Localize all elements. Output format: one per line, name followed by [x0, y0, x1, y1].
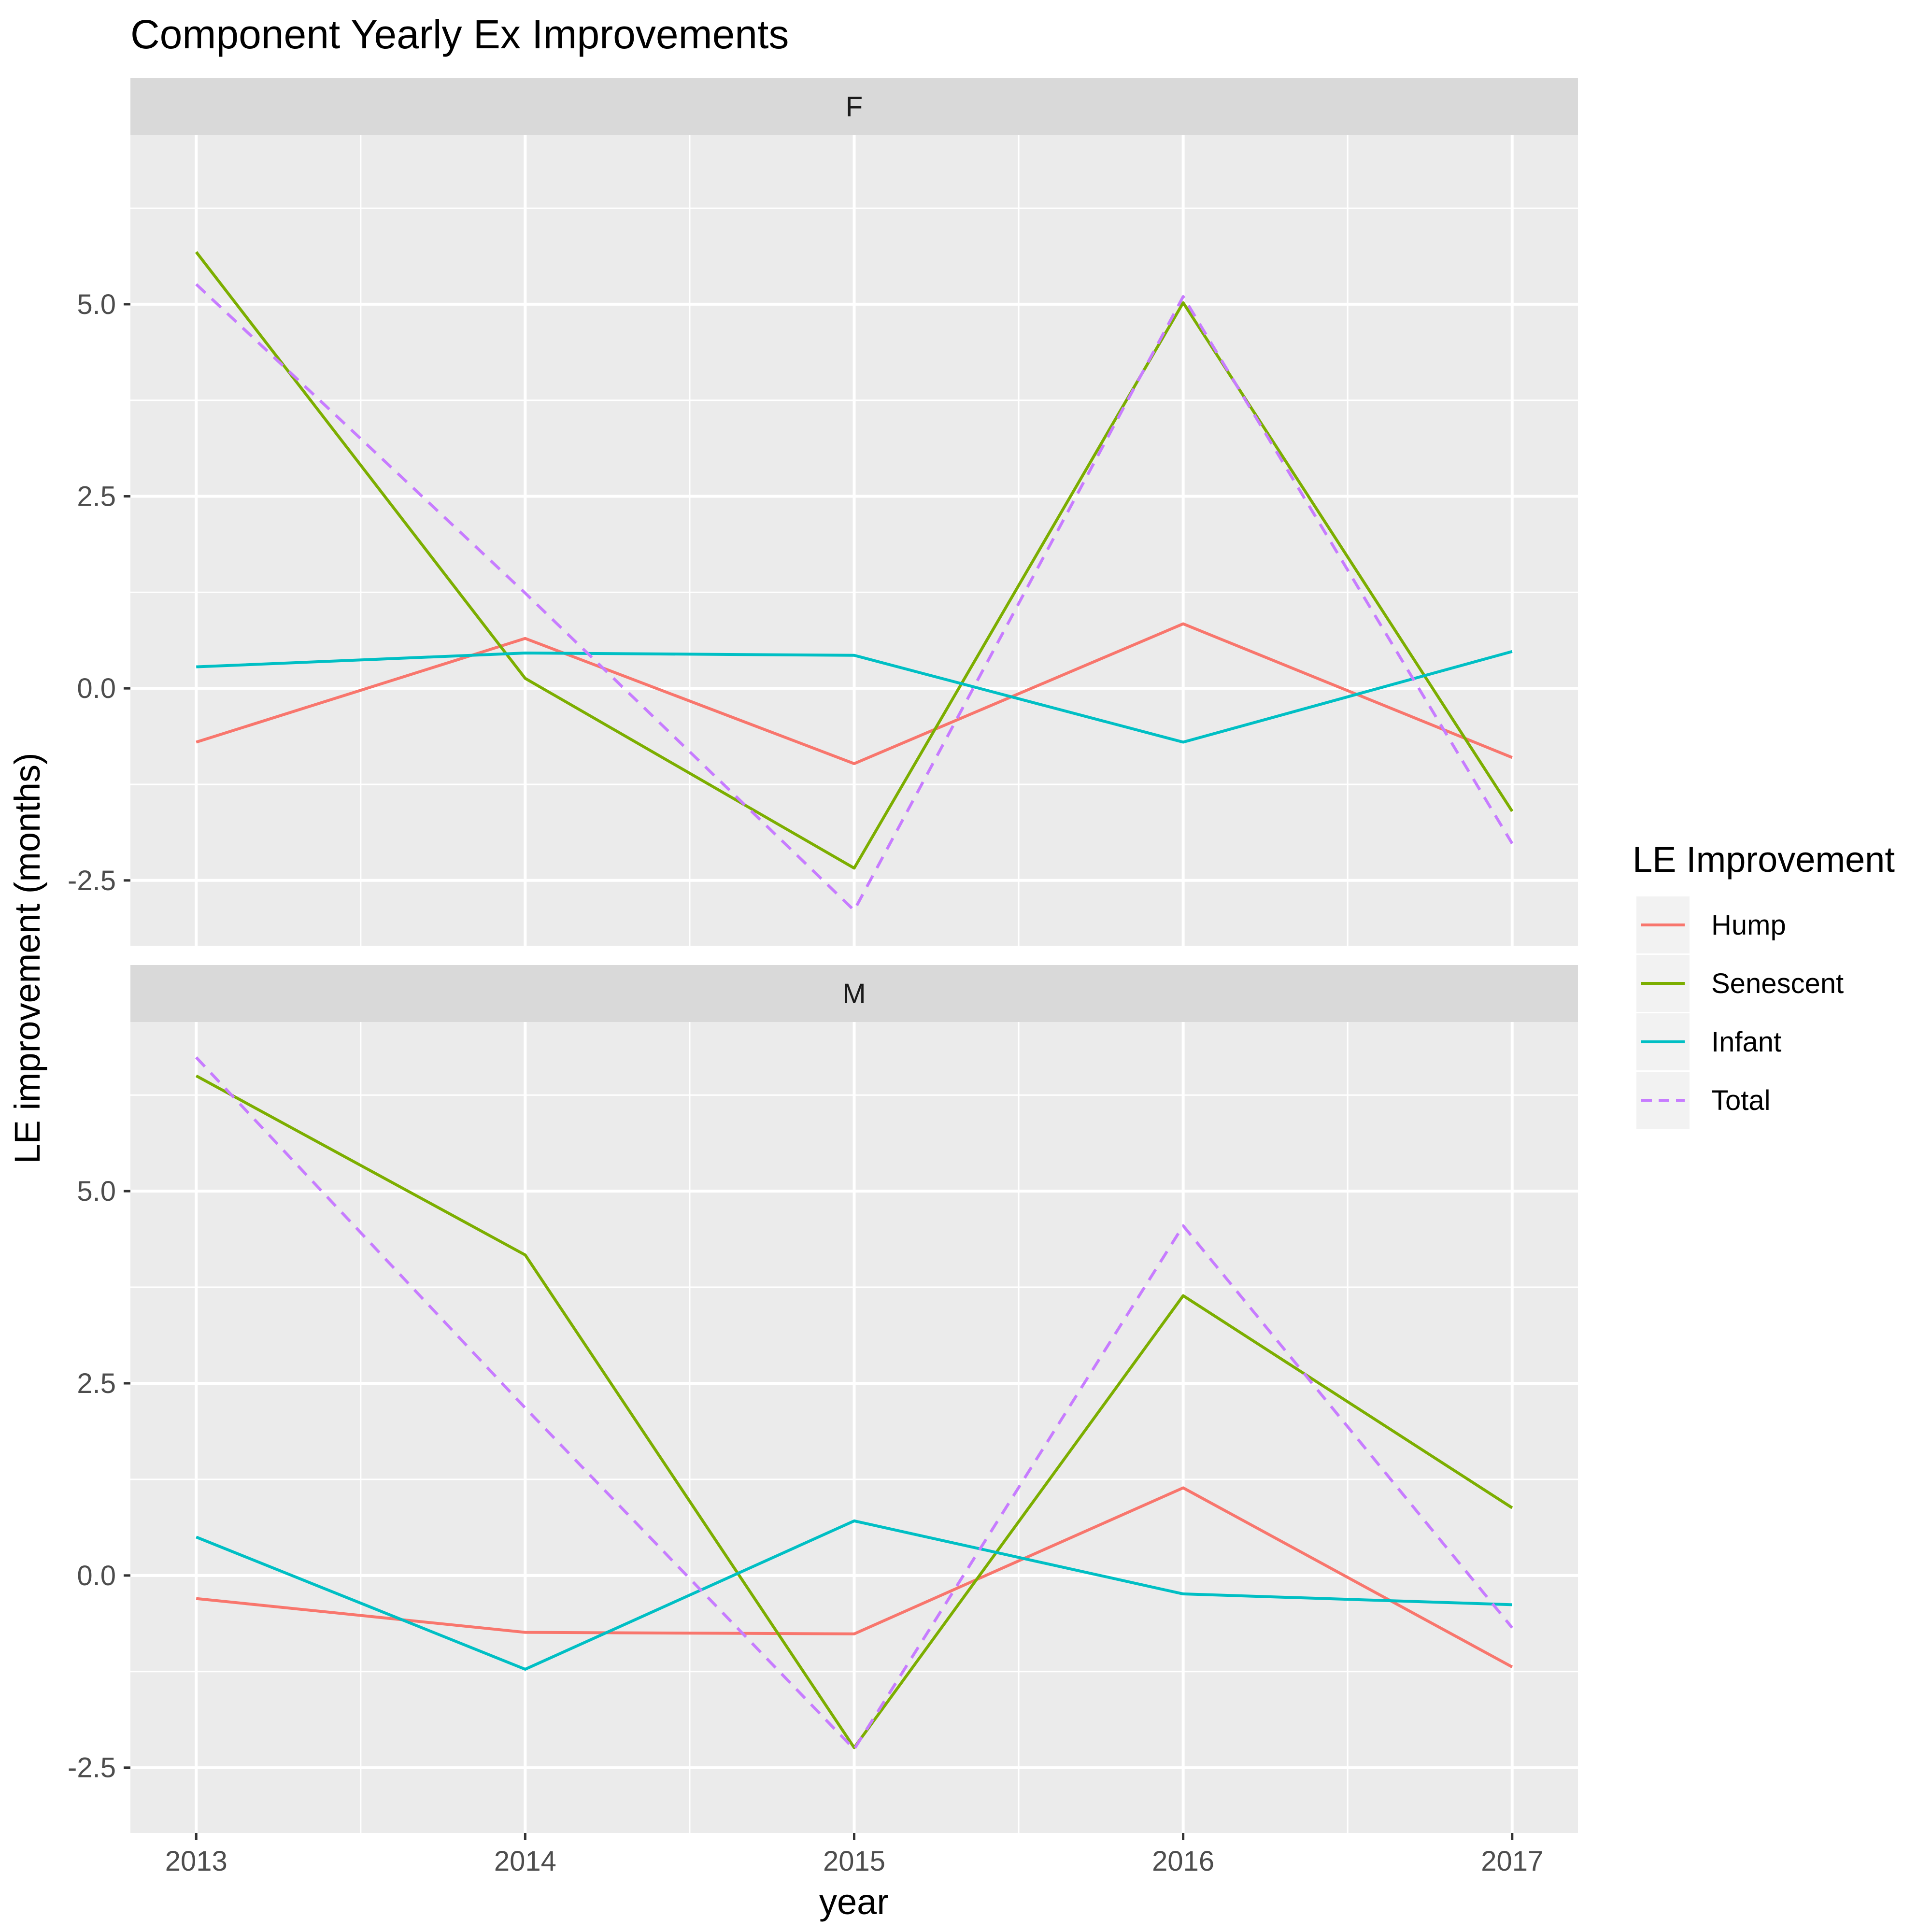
facet-strip — [130, 78, 1578, 135]
legend-item-infant: Infant — [1636, 1013, 1781, 1070]
x-tick-label: 2015 — [823, 1846, 885, 1877]
x-tick-label: 2014 — [494, 1846, 556, 1877]
legend-title: LE Improvement — [1633, 839, 1895, 880]
x-tick-label: 2013 — [165, 1846, 227, 1877]
y-tick-label: 5.0 — [77, 289, 116, 320]
series-line-senescent — [195, 251, 1514, 870]
series-line-total — [195, 1056, 1514, 1751]
facet-strip-label: M — [842, 978, 866, 1009]
legend-label: Hump — [1711, 909, 1786, 941]
legend-label: Total — [1711, 1085, 1771, 1116]
series-line-hump — [196, 1486, 1513, 1668]
y-tick-label: -2.5 — [68, 865, 116, 896]
series-line-infant — [196, 650, 1513, 744]
x-axis-label: year — [819, 1882, 889, 1922]
legend-item-senescent: Senescent — [1636, 955, 1844, 1012]
legend-items: Hump Senescent Infant Total — [1636, 896, 1844, 1129]
y-tick-label: 0.0 — [77, 673, 116, 704]
facet-strip-label: F — [846, 91, 863, 123]
y-tick-label: 2.5 — [77, 481, 116, 512]
legend-item-total: Total — [1636, 1072, 1771, 1129]
legend-item-hump: Hump — [1636, 896, 1786, 953]
legend: LE Improvement Hump Senescent Infant Total — [1633, 839, 1895, 1129]
x-tick-label: 2017 — [1481, 1846, 1543, 1877]
panel-f: F -2.5 0.0 2.5 5.0 — [68, 78, 1578, 946]
panel-m: M -2.5 0.0 2.5 5.0 — [68, 965, 1578, 1833]
series-line-total — [195, 283, 1514, 912]
legend-label: Senescent — [1711, 968, 1844, 999]
panels: F -2.5 0.0 2.5 5.0 M -2.5 0.0 2.5 5.0 — [68, 78, 1578, 1833]
y-tick-label: 5.0 — [77, 1176, 116, 1207]
y-tick-label: -2.5 — [68, 1752, 116, 1784]
series-line-hump — [196, 622, 1513, 766]
y-tick-label: 0.0 — [77, 1560, 116, 1591]
x-axis: 2013 2014 2015 2016 2017 — [165, 1833, 1543, 1877]
facet-strip — [130, 965, 1578, 1022]
y-axis-label: LE improvement (months) — [7, 753, 47, 1164]
chart-title: Component Yearly Ex Improvements — [130, 12, 789, 57]
legend-label: Infant — [1711, 1026, 1781, 1058]
x-tick-label: 2016 — [1152, 1846, 1214, 1877]
series-line-infant — [196, 1519, 1512, 1671]
y-tick-label: 2.5 — [77, 1368, 116, 1399]
series-line-senescent — [195, 1074, 1513, 1749]
